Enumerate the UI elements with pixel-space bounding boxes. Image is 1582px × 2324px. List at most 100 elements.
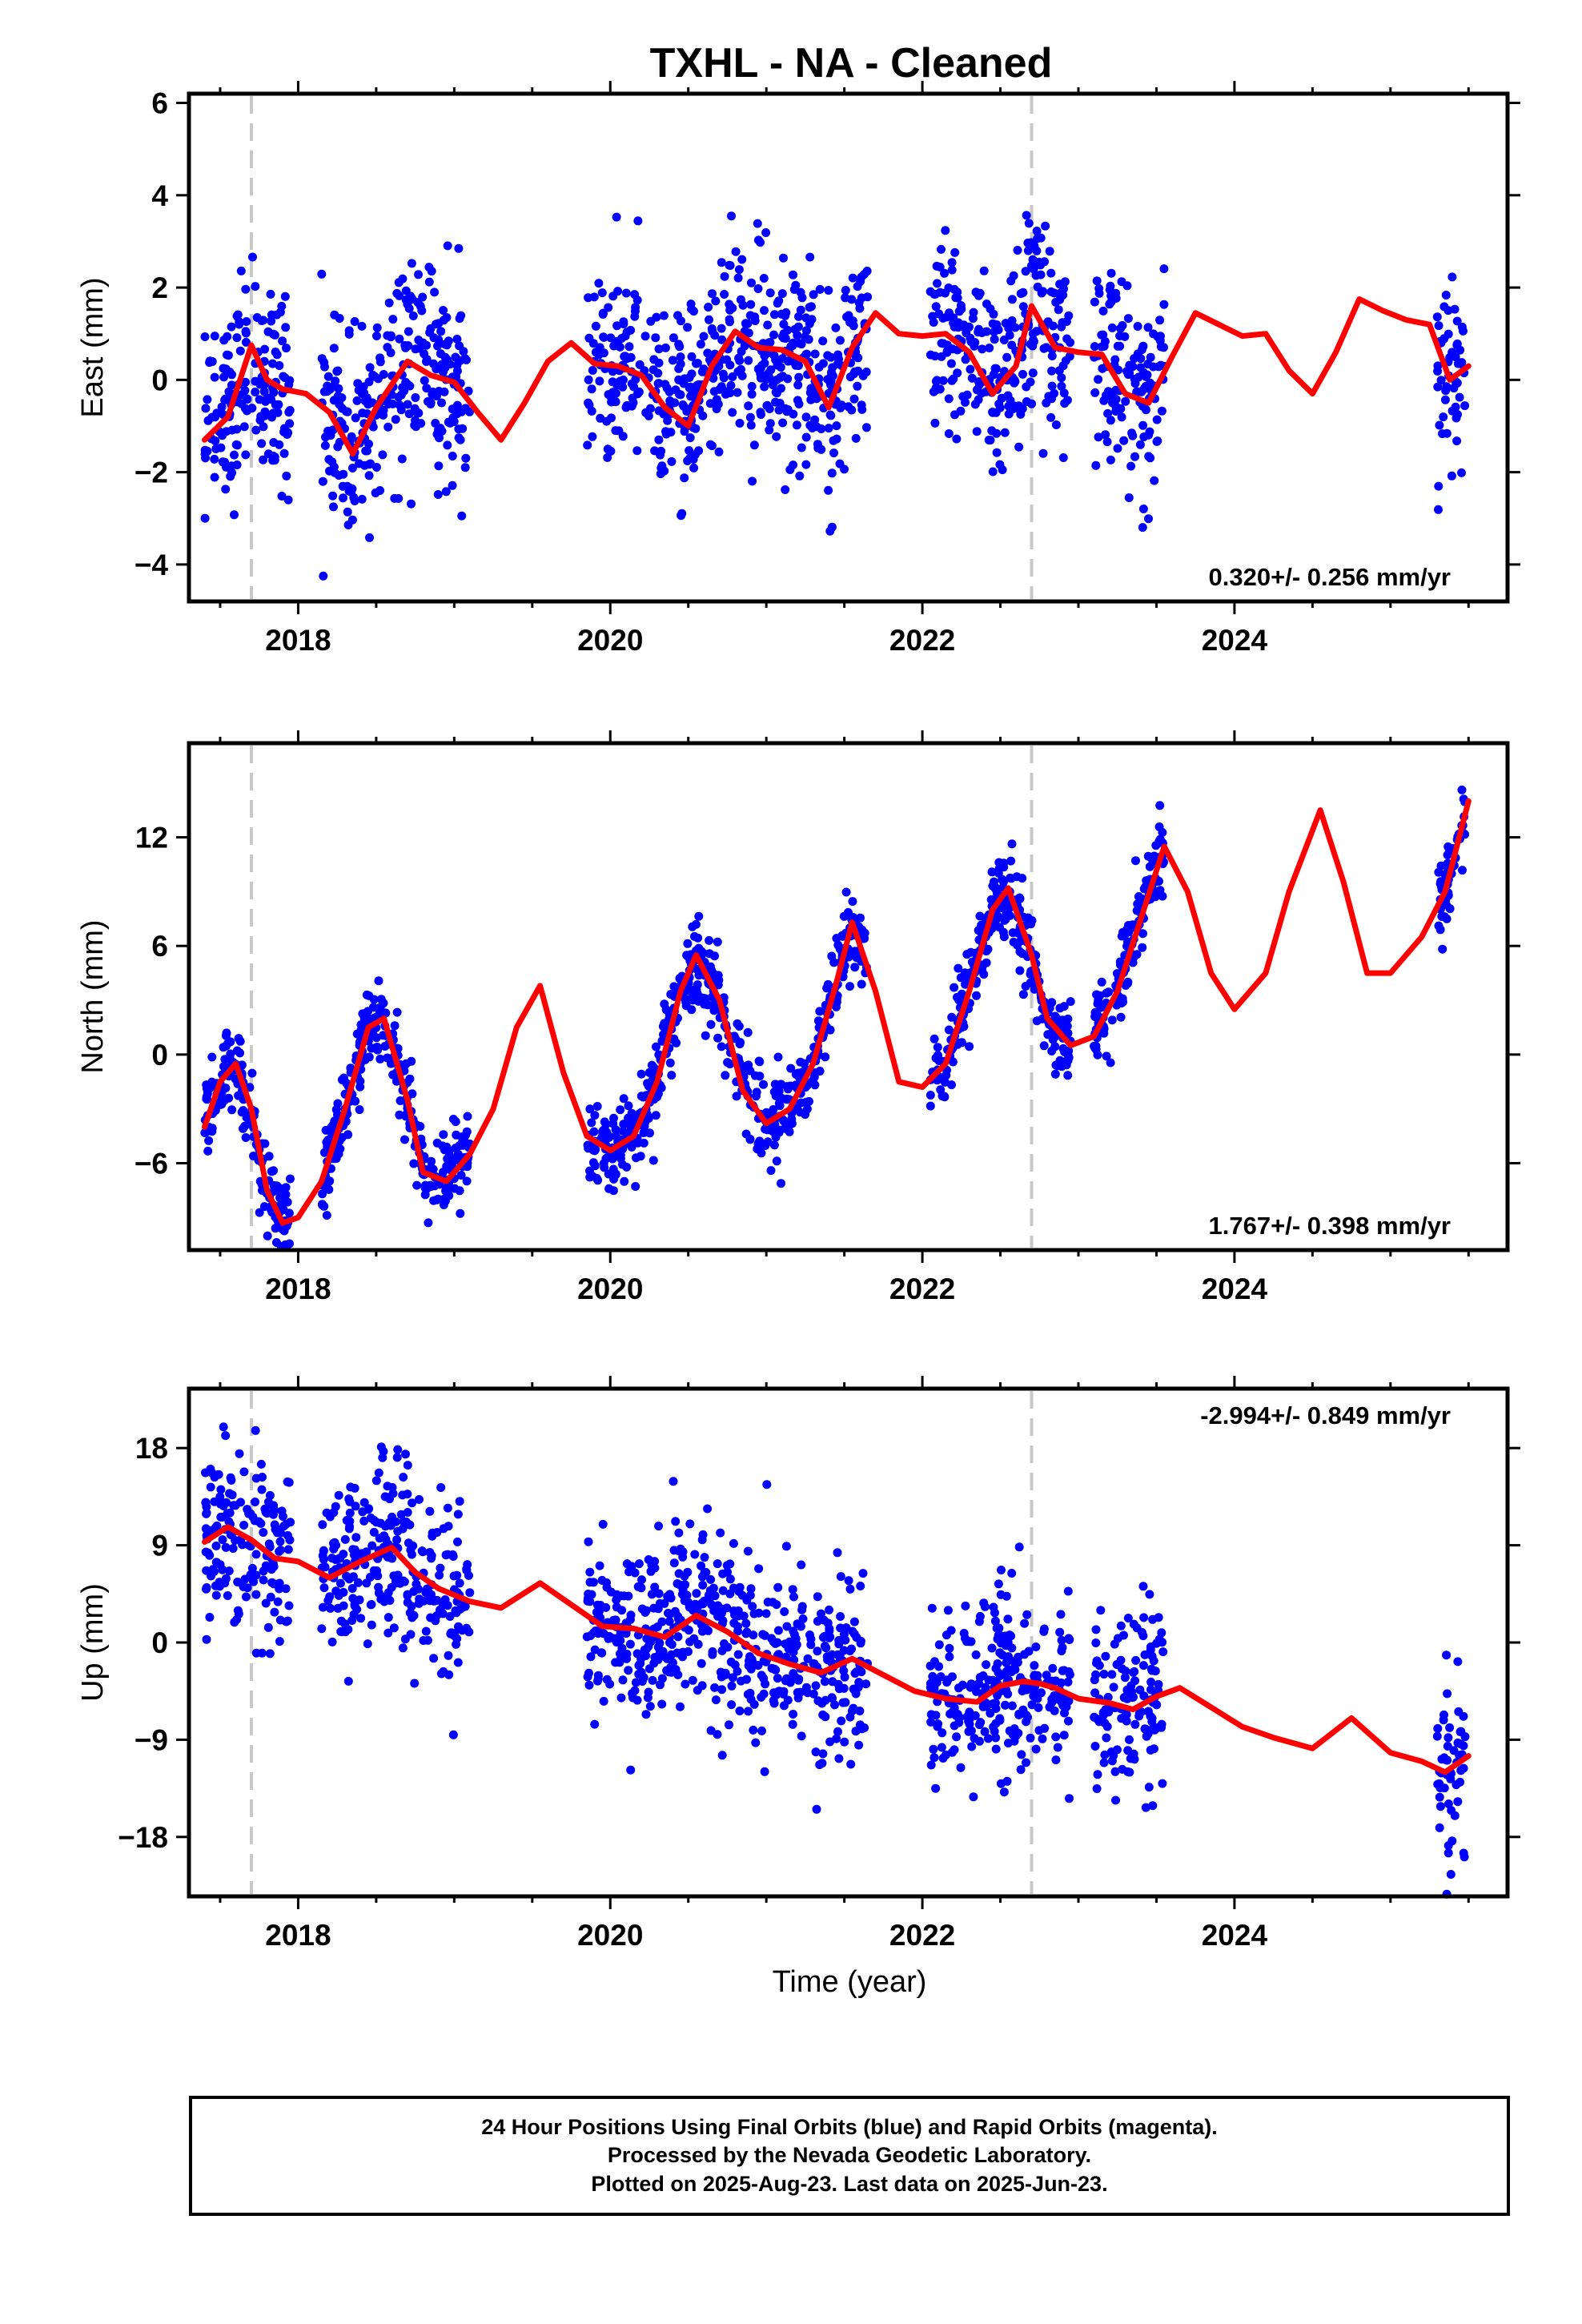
up-data-point xyxy=(1118,1764,1127,1774)
up-data-point xyxy=(936,1672,946,1682)
east-data-point xyxy=(339,469,348,479)
east-data-point xyxy=(947,258,957,267)
up-data-point xyxy=(1148,1614,1158,1624)
north-data-point xyxy=(697,993,707,1003)
east-data-point xyxy=(737,255,747,264)
east-data-point xyxy=(339,493,347,503)
east-data-point xyxy=(1110,355,1120,364)
east-data-point xyxy=(224,387,234,396)
east-data-point xyxy=(949,374,958,384)
up-data-point xyxy=(1102,1733,1111,1743)
up-data-point xyxy=(789,1669,798,1679)
east-data-point xyxy=(226,472,235,481)
east-data-point xyxy=(654,435,664,444)
up-data-point xyxy=(706,1726,716,1735)
east-data-point xyxy=(1091,460,1101,470)
north-data-point xyxy=(965,1042,974,1051)
east-data-point xyxy=(433,341,442,351)
up-data-point xyxy=(734,1586,744,1596)
up-data-point xyxy=(624,1666,633,1675)
up-data-point xyxy=(408,1498,417,1508)
east-data-point xyxy=(738,300,748,310)
up-data-point xyxy=(332,1554,342,1564)
north-data-point xyxy=(1027,916,1037,925)
up-data-point xyxy=(1146,1642,1155,1651)
north-data-point xyxy=(705,935,714,945)
up-data-point xyxy=(207,1468,217,1478)
up-data-point xyxy=(698,1580,708,1590)
up-data-point xyxy=(1092,1784,1102,1793)
up-data-point xyxy=(335,1578,345,1588)
east-data-point xyxy=(653,368,663,378)
up-data-point xyxy=(1030,1661,1039,1671)
up-data-point xyxy=(1146,1677,1156,1687)
east-data-point xyxy=(363,446,371,456)
caption-line-2: Processed by the Nevada Geodetic Laborat… xyxy=(607,2143,1092,2168)
up-data-point xyxy=(937,1743,946,1752)
up-data-point xyxy=(426,1613,436,1622)
east-data-point xyxy=(359,382,368,392)
up-data-point xyxy=(813,1592,822,1602)
east-data-point xyxy=(1021,267,1030,276)
up-data-point xyxy=(642,1634,652,1643)
east-data-point xyxy=(230,450,239,460)
up-data-point xyxy=(788,1719,797,1729)
east-data-point xyxy=(235,346,245,356)
east-data-point xyxy=(395,291,404,300)
up-data-point xyxy=(803,1654,813,1663)
east-data-point xyxy=(760,382,769,392)
up-data-point xyxy=(453,1658,463,1667)
up-data-point xyxy=(693,1686,702,1695)
up-data-point xyxy=(664,1608,673,1618)
up-x-tick-label: 2024 xyxy=(1202,1919,1268,1952)
east-data-point xyxy=(1098,306,1108,316)
north-data-point xyxy=(221,1084,231,1093)
east-data-point xyxy=(829,448,838,458)
north-data-point xyxy=(241,1133,251,1142)
east-data-point xyxy=(1018,287,1028,297)
up-data-point xyxy=(926,1710,936,1719)
east-data-point xyxy=(598,310,608,319)
north-data-point xyxy=(374,976,383,986)
east-data-point xyxy=(437,398,446,408)
up-data-point xyxy=(930,1657,939,1667)
north-data-point xyxy=(221,1041,231,1051)
east-data-point xyxy=(1157,406,1166,416)
east-data-point xyxy=(325,466,334,476)
up-data-point xyxy=(318,1520,327,1530)
north-data-point xyxy=(815,1007,825,1016)
east-data-point xyxy=(990,328,999,336)
east-data-point xyxy=(1051,420,1061,429)
east-data-point xyxy=(810,349,820,359)
east-data-point xyxy=(719,373,729,383)
east-data-point xyxy=(269,438,279,447)
up-data-point xyxy=(1064,1716,1073,1726)
up-data-point xyxy=(1435,1823,1444,1832)
east-data-point xyxy=(426,400,436,408)
up-data-point xyxy=(283,1477,292,1486)
up-data-point xyxy=(350,1545,359,1554)
up-data-point xyxy=(991,1744,1001,1754)
up-data-point xyxy=(1002,1591,1011,1601)
east-data-point xyxy=(602,416,612,426)
up-data-point xyxy=(828,1677,837,1687)
up-data-point xyxy=(444,1522,453,1531)
north-data-point xyxy=(219,1062,228,1072)
up-data-point xyxy=(215,1492,225,1502)
up-data-point xyxy=(773,1638,782,1647)
up-data-point xyxy=(1459,1763,1468,1773)
north-data-point xyxy=(995,923,1004,932)
north-data-point xyxy=(1154,836,1164,846)
up-x-tick-label: 2020 xyxy=(577,1919,643,1952)
up-data-point xyxy=(359,1498,369,1507)
east-data-point xyxy=(1107,398,1117,408)
east-data-point xyxy=(689,463,699,472)
up-data-point xyxy=(233,1606,243,1615)
east-data-point xyxy=(985,344,994,352)
up-data-point xyxy=(233,1578,243,1586)
east-data-point xyxy=(595,343,604,352)
east-data-point xyxy=(220,457,230,467)
up-data-point xyxy=(1008,1730,1018,1739)
up-data-point xyxy=(402,1517,411,1526)
up-data-point xyxy=(383,1613,393,1622)
